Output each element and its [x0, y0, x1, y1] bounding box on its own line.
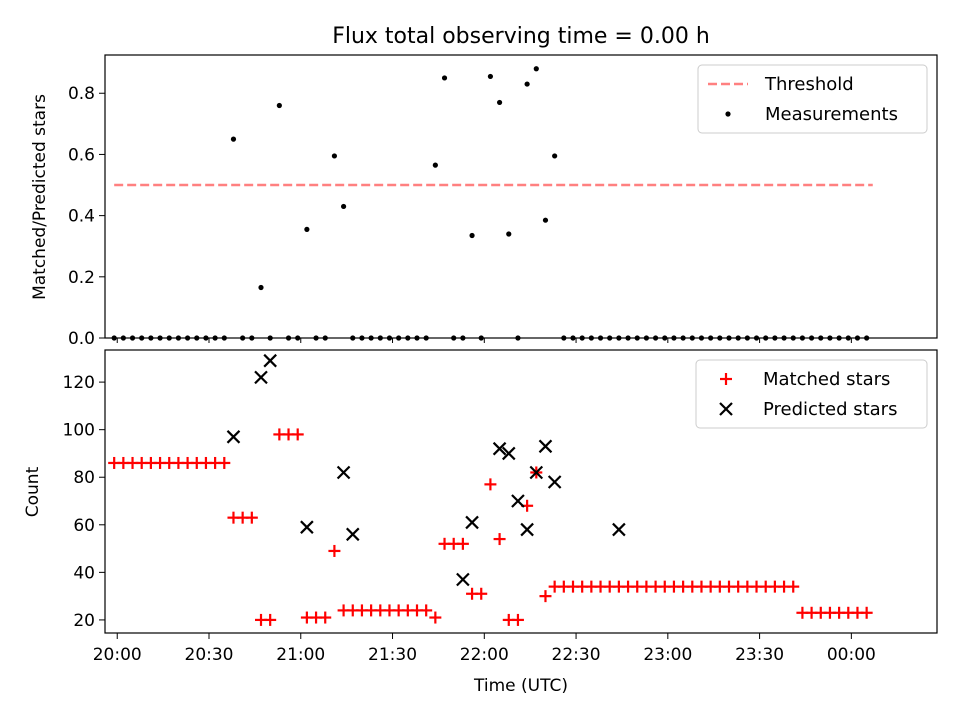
matched-star-marker: [860, 606, 873, 619]
predicted-star-marker: [547, 475, 562, 489]
measurement-point: [432, 162, 438, 168]
matched-star-marker: [539, 590, 552, 603]
y-tick-label: 60: [73, 516, 95, 536]
measurement-point: [276, 102, 282, 109]
matched-star-marker: [787, 580, 800, 593]
x-tick-label: 22:30: [552, 645, 601, 665]
measurement-point: [552, 153, 558, 159]
bottom-plot-marks: [108, 353, 873, 626]
matched-star-marker: [291, 428, 304, 441]
top-legend-box: [697, 64, 928, 134]
y-tick-label: 20: [73, 611, 95, 631]
measurement-point: [506, 231, 512, 237]
predicted-star-marker: [345, 527, 360, 542]
x-tick-label: 20:30: [185, 645, 234, 665]
matched-star-marker: [218, 456, 231, 469]
bottom-plot-frame: [104, 349, 938, 634]
predicted-star-marker: [300, 520, 314, 534]
matched-stars-legend-label: Matched stars: [763, 369, 890, 390]
matched-star-marker: [511, 613, 524, 626]
matched-star-marker: [245, 511, 258, 524]
top-x-ticks: [116, 338, 852, 343]
measurement-point: [496, 99, 503, 106]
y-tick-label: 0.8: [68, 84, 95, 104]
measurement-point: [542, 217, 549, 223]
y-tick-label: 100: [63, 421, 95, 441]
matched-star-marker: [484, 478, 497, 491]
matched-star-marker: [319, 611, 332, 624]
predicted-star-marker: [336, 465, 351, 480]
predicted-star-marker: [254, 370, 268, 385]
y-tick-label: 0.0: [68, 329, 95, 349]
measurement-point: [331, 153, 338, 159]
predicted-star-marker: [465, 515, 479, 530]
x-tick-label: 23:00: [643, 645, 692, 665]
bottom-x-axis: 20:00 20:30 21:00 21:30 22:00 22:30 23:00 23:30…: [93, 633, 876, 665]
x-tick-label: 22:00: [460, 645, 509, 665]
measurement-point: [524, 81, 530, 87]
measurement-point: [230, 136, 237, 142]
measurements-legend-label: Measurements: [765, 104, 898, 125]
bottom-y-axis-label: Count: [23, 466, 43, 517]
measurement-point: [258, 284, 264, 291]
measurement-point: [441, 75, 448, 81]
matched-stars-legend-swatch: [720, 373, 732, 385]
top-legend: Threshold Measurements: [697, 64, 928, 134]
measurement-point: [304, 226, 310, 232]
measurement-point: [487, 73, 494, 80]
x-tick-label: 20:00: [93, 645, 142, 665]
measurements-legend-swatch: [725, 111, 731, 117]
x-tick-label: 21:30: [368, 645, 417, 665]
x-tick-label: 23:30: [735, 645, 784, 665]
bottom-y-axis: 20 40 60 80 100 120: [63, 373, 105, 631]
y-tick-label: 0.4: [68, 207, 95, 227]
matched-star-marker: [475, 587, 488, 600]
bottom-legend-box: [695, 359, 928, 429]
matched-star-marker: [429, 611, 442, 624]
matched-star-marker: [328, 544, 341, 557]
top-y-axis: 0.0 0.2 0.4 0.6 0.8: [68, 84, 105, 349]
bottom-panel: 20 40 60 80 100 120 20:00 20:30 21:00 21:30 22:00…: [23, 349, 938, 696]
y-tick-label: 40: [73, 563, 95, 583]
predicted-star-marker: [456, 572, 470, 587]
matched-star-marker: [420, 604, 433, 617]
x-tick-label: 21:00: [276, 645, 325, 665]
matched-star-marker: [456, 537, 469, 550]
predicted-star-marker: [612, 522, 626, 537]
bottom-legend: Matched stars Predicted stars: [695, 359, 928, 429]
measurement-point: [469, 232, 475, 239]
chart-title: Flux total observing time = 0.00 h: [332, 24, 710, 49]
threshold-legend-label: Threshold: [764, 74, 854, 95]
measurement-point: [340, 203, 347, 210]
top-plot-frame: [104, 54, 938, 339]
y-tick-label: 0.2: [68, 268, 95, 288]
predicted-star-marker: [492, 441, 507, 456]
y-tick-label: 120: [63, 373, 95, 393]
matched-star-marker: [264, 613, 277, 626]
predicted-star-marker: [263, 353, 277, 368]
predicted-star-marker: [501, 446, 516, 461]
y-tick-label: 0.6: [68, 145, 95, 165]
bottom-x-axis-label: Time (UTC): [473, 676, 568, 696]
predicted-star-marker: [538, 439, 553, 454]
measurement-point: [533, 66, 539, 72]
matched-star-marker: [493, 533, 506, 546]
predicted-star-marker: [529, 465, 544, 480]
x-tick-label: 00:00: [827, 645, 876, 665]
predicted-star-marker: [226, 430, 241, 444]
predicted-stars-legend-swatch: [719, 402, 733, 416]
predicted-stars-legend-label: Predicted stars: [763, 399, 897, 420]
top-y-axis-label: Matched/Predicted stars: [30, 94, 50, 300]
predicted-star-marker: [520, 522, 534, 537]
top-panel: 0.00.20.40.60.8 Matched/Predicted stars …: [30, 54, 938, 349]
predicted-star-marker: [511, 494, 525, 508]
y-tick-label: 80: [73, 468, 95, 488]
